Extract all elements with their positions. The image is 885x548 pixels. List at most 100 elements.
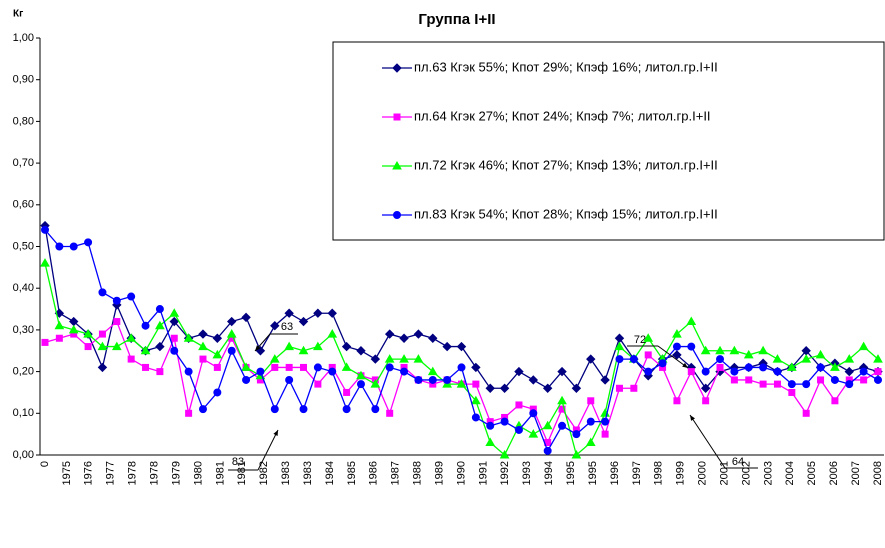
x-tick-label: 1989 [433, 461, 445, 485]
annotation-arrow [257, 429, 279, 471]
y-tick-label: 0,50 [13, 240, 34, 252]
marker [716, 355, 725, 364]
annotation-arrow [657, 345, 689, 369]
marker [40, 258, 50, 267]
marker [384, 354, 395, 363]
x-tick-label: 1992 [499, 461, 511, 485]
marker [285, 375, 294, 384]
series-line [44, 229, 879, 453]
x-tick-label: 1994 [543, 461, 555, 485]
legend [332, 41, 885, 241]
legend-text: пл.63 Кгэк 55%; Кпот 29%; Кпэф 16%; лито… [414, 59, 718, 74]
x-tick-label: 1998 [653, 461, 665, 485]
marker [399, 333, 409, 343]
annotation-arrow [689, 414, 726, 469]
x-tick-label: 1980 [192, 461, 204, 485]
marker [41, 225, 49, 234]
x-tick-label: 2000 [697, 461, 709, 485]
marker [141, 321, 150, 330]
marker [499, 449, 510, 459]
marker [859, 367, 868, 376]
marker [529, 409, 538, 418]
x-tick-label: 1983 [302, 461, 314, 485]
marker [198, 341, 208, 351]
y-tick-label: 0,10 [13, 407, 34, 419]
marker [817, 376, 825, 384]
marker [393, 113, 401, 121]
y-tick-label: 0,30 [13, 324, 34, 336]
x-tick-label: 1985 [346, 461, 358, 485]
marker [585, 437, 596, 446]
marker [844, 366, 854, 377]
marker [356, 346, 366, 356]
marker [701, 367, 710, 376]
marker [673, 397, 681, 405]
marker [198, 405, 207, 414]
marker [587, 397, 595, 405]
marker [485, 383, 495, 393]
marker [615, 384, 623, 392]
y-tick-label: 0,00 [13, 449, 34, 461]
x-tick-label: 0 [39, 461, 51, 467]
marker [615, 355, 624, 364]
marker [341, 341, 352, 352]
marker [514, 425, 523, 434]
marker [702, 397, 710, 405]
marker [428, 333, 438, 343]
marker [97, 341, 108, 351]
marker [500, 417, 509, 426]
marker [801, 354, 812, 363]
x-tick-label: 1978 [127, 461, 139, 485]
marker [658, 359, 667, 368]
marker [730, 367, 739, 376]
chart-title: Группа I+II [418, 11, 495, 28]
marker [601, 430, 609, 438]
annotation: 83 [232, 456, 244, 468]
marker [730, 376, 738, 384]
x-tick-label: 1981 [236, 461, 248, 485]
x-tick-label: 1986 [368, 461, 380, 485]
marker [155, 341, 165, 352]
marker [442, 341, 452, 352]
marker [113, 318, 121, 326]
marker [327, 308, 337, 318]
marker [773, 380, 781, 388]
marker [860, 376, 868, 384]
x-tick-label: 2003 [762, 461, 774, 485]
marker [299, 405, 308, 414]
marker [874, 375, 882, 384]
marker [199, 355, 207, 363]
marker [687, 368, 695, 376]
marker [471, 395, 481, 405]
x-tick-label: 1991 [477, 461, 489, 485]
x-tick-label: 2008 [872, 461, 884, 485]
marker [213, 388, 222, 397]
marker [298, 316, 309, 327]
marker [155, 320, 165, 330]
y-axis-label: Кг [13, 9, 23, 20]
marker [743, 349, 754, 359]
marker [830, 375, 839, 384]
marker [571, 383, 582, 393]
marker [528, 429, 539, 438]
marker [170, 334, 178, 342]
marker [672, 350, 682, 360]
marker [729, 345, 740, 355]
x-tick-label: 1983 [280, 461, 292, 485]
marker [874, 368, 882, 376]
legend-text: пл.83 Кгэк 54%; Кпот 28%; Кпэф 15%; лито… [414, 206, 718, 221]
marker [816, 363, 825, 372]
y-tick-label: 0,90 [13, 74, 34, 86]
marker [185, 409, 193, 417]
marker [787, 380, 796, 389]
marker [328, 367, 337, 376]
marker [414, 375, 423, 384]
marker [716, 363, 724, 371]
marker [572, 430, 581, 439]
marker [127, 292, 136, 301]
annotation: 64 [732, 456, 744, 468]
x-tick-label: 1978 [149, 461, 161, 485]
x-tick-label: 1977 [105, 461, 117, 485]
x-tick-label: 1999 [675, 461, 687, 485]
